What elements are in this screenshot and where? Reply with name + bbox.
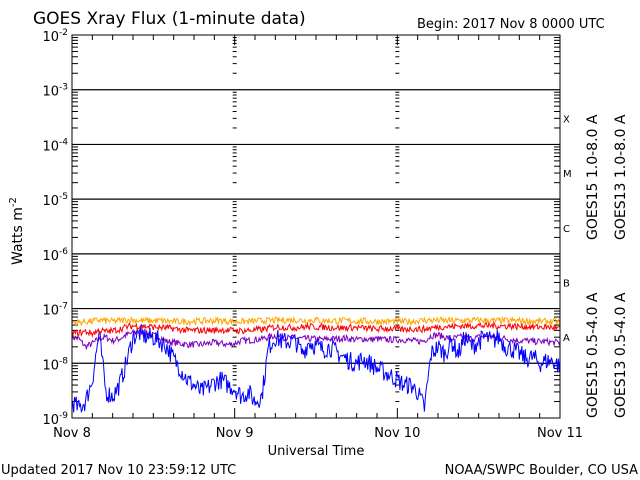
axis-ticks bbox=[71, 35, 561, 418]
series-lines bbox=[71, 315, 561, 414]
y-tick-label: 10-9 bbox=[42, 411, 68, 428]
y-tick-label: 10-5 bbox=[42, 192, 68, 209]
credit-text: NOAA/SWPC Boulder, CO USA bbox=[445, 463, 638, 478]
y-axis-label: Watts m-2 bbox=[8, 197, 26, 265]
flare-class-label: X bbox=[563, 114, 570, 125]
flare-class-label: A bbox=[563, 333, 570, 344]
legend-entry: GOES13 1.0-8.0 A bbox=[613, 114, 629, 240]
flare-class-label: M bbox=[563, 169, 572, 180]
grid bbox=[72, 89, 560, 364]
y-tick-label: 10-3 bbox=[42, 83, 68, 100]
y-tick-label: 10-6 bbox=[42, 247, 68, 264]
series-line bbox=[71, 315, 561, 328]
y-tick-label: 10-8 bbox=[42, 356, 68, 373]
legend-entry: GOES15 0.5-4.0 A bbox=[585, 292, 601, 418]
x-tick-label: Nov 11 bbox=[537, 426, 583, 441]
x-tick-labels: Nov 8 Nov 9 Nov 10 Nov 11 bbox=[53, 426, 583, 441]
series-line bbox=[71, 320, 561, 339]
x-axis-label: Universal Time bbox=[268, 444, 365, 459]
series-line bbox=[71, 323, 561, 414]
plot-frame bbox=[71, 34, 561, 419]
flare-class-label: B bbox=[563, 278, 570, 289]
chart-subtitle: Begin: 2017 Nov 8 0000 UTC bbox=[417, 17, 605, 32]
x-tick-label: Nov 10 bbox=[374, 426, 420, 441]
y-tick-label: 10-2 bbox=[42, 28, 68, 45]
y-tick-label: 10-7 bbox=[42, 302, 68, 319]
legend: GOES15 1.0-8.0 A GOES13 1.0-8.0 A GOES15 0… bbox=[585, 114, 629, 418]
flare-class-label: C bbox=[563, 224, 570, 235]
updated-timestamp: Updated 2017 Nov 10 23:59:12 UTC bbox=[1, 463, 236, 478]
flare-class-labels: X M C B A bbox=[563, 114, 572, 344]
legend-entry: GOES15 1.0-8.0 A bbox=[585, 114, 601, 240]
series-line bbox=[71, 328, 561, 350]
y-tick-labels: 10-2 10-3 10-4 10-5 10-6 10-7 10-8 10-9 bbox=[42, 28, 68, 428]
x-tick-label: Nov 8 bbox=[53, 426, 91, 441]
chart-title: GOES Xray Flux (1-minute data) bbox=[33, 9, 306, 29]
y-tick-label: 10-4 bbox=[42, 137, 68, 154]
legend-entry: GOES13 0.5-4.0 A bbox=[613, 292, 629, 418]
x-tick-label: Nov 9 bbox=[216, 426, 254, 441]
